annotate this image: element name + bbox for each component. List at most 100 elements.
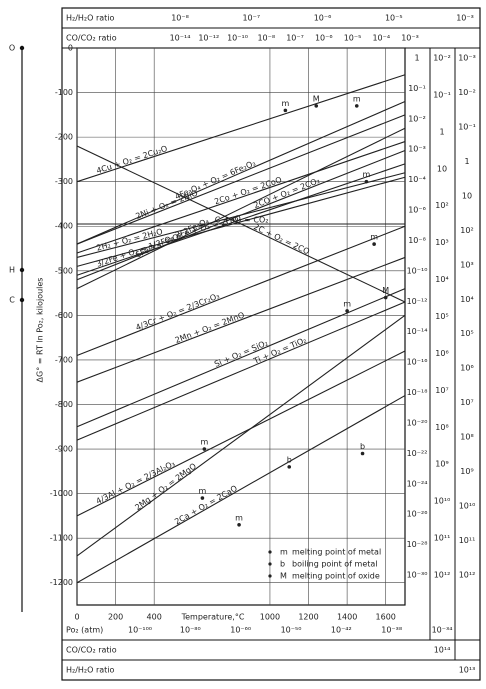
scale-label: 10⁻¹² — [198, 34, 219, 43]
right-scale-label: 10⁻²² — [407, 449, 428, 458]
right-scale-label: 1 — [464, 157, 469, 166]
x-tick-label: 400 — [147, 613, 162, 622]
right-scale-label: 10³ — [460, 260, 473, 269]
point-marker — [360, 451, 365, 456]
left-point — [19, 45, 25, 51]
scale-label: 10⁻⁴² — [331, 626, 352, 635]
point-label: m — [370, 233, 378, 242]
x-tick-label: 1600 — [376, 613, 396, 622]
right-scale-label: 10⁻²⁶ — [407, 510, 428, 519]
y-tick-label: -600 — [55, 311, 73, 320]
point-marker — [314, 104, 319, 108]
right-scale-label: 10⁻² — [458, 88, 476, 97]
right-scale-label: 10⁻¹⁸ — [407, 388, 428, 397]
legend-symbol: m — [280, 548, 288, 557]
point-marker — [283, 108, 288, 113]
right-scale-label: 10⁻³ — [458, 54, 476, 63]
scale-label: 10¹³ — [459, 666, 476, 675]
scale-label: 10⁻⁷ — [286, 34, 304, 43]
right-scale-label: 10⁸ — [460, 433, 473, 442]
right-scale-label: 10⁻¹ — [408, 84, 426, 93]
point-label: m — [281, 99, 289, 108]
legend-text: melting point of oxide — [292, 572, 380, 581]
point-label: m — [200, 438, 208, 447]
point-marker — [202, 447, 207, 451]
right-scale-label: 10⁻¹⁶ — [407, 358, 428, 367]
point-label: m — [235, 513, 243, 522]
scale-label: 10⁻³⁸ — [381, 626, 402, 635]
x-tick-label: 1200 — [298, 613, 318, 622]
scale-label: 10¹⁴ — [434, 646, 451, 655]
right-scale-label: 10¹¹ — [459, 536, 476, 545]
y-tick-label: -300 — [55, 177, 73, 186]
series-line — [76, 127, 406, 290]
right-scale-label: 10⁴ — [460, 295, 473, 304]
point-label: b — [360, 442, 365, 451]
scale-label: 10⁻⁶ — [314, 14, 332, 23]
line-label: C + O₂ = CO₂ — [215, 216, 269, 225]
y-tick-label: -900 — [55, 445, 73, 454]
right-scale-label: 10⁻²⁸ — [407, 540, 428, 549]
right-scale-label: 10⁶ — [460, 364, 473, 373]
left-point — [19, 297, 25, 303]
legend-text: melting point of metal — [292, 548, 381, 557]
point-label: b — [287, 455, 292, 464]
left-point — [19, 267, 25, 273]
legend-dot — [268, 574, 272, 578]
right-scale-label: 10¹² — [459, 571, 476, 580]
right-scale-label: 10⁻²⁰ — [407, 418, 428, 427]
y-tick-label: -800 — [55, 400, 73, 409]
right-scale-label: 10⁻¹² — [407, 297, 428, 306]
y-axis-label: ΔG° = RT ln Po₂, kilojoules — [36, 278, 45, 383]
series-line — [76, 288, 406, 428]
y-tick-label: -700 — [55, 355, 73, 364]
x-tick-label: 0 — [74, 613, 79, 622]
point-marker — [237, 522, 241, 527]
right-scale-label: 10¹⁰ — [459, 502, 476, 511]
left-point-label: O — [9, 44, 15, 53]
point-marker — [287, 465, 292, 469]
right-scale-label: 10⁷ — [460, 398, 473, 407]
right-scale-label: 10 — [462, 191, 472, 200]
right-scale-label: 10⁻⁶ — [408, 206, 426, 215]
scale-label: 10⁻⁴ — [372, 34, 390, 43]
series-line — [76, 314, 406, 557]
x-tick-label: 1000 — [260, 613, 280, 622]
scale-title: H₂/H₂O ratio — [66, 666, 115, 675]
series-line — [76, 74, 406, 183]
scale-label: 10⁻³ — [401, 34, 419, 43]
right-scale-label: 10⁹ — [435, 460, 448, 469]
point-marker — [345, 309, 349, 313]
right-scale-label: 10⁴ — [435, 275, 448, 284]
x-axis-label: Temperature,°C — [181, 613, 245, 622]
scale-label: 10⁻⁷ — [242, 14, 260, 23]
point-label: M — [313, 94, 320, 103]
x-tick-label: 1400 — [337, 613, 357, 622]
series-line — [76, 225, 406, 356]
series-line — [76, 141, 406, 254]
right-scale-label: 10 — [437, 164, 447, 173]
point-label: m — [353, 94, 361, 103]
series-line — [76, 172, 406, 258]
scale-label: 10⁻⁶⁰ — [230, 626, 251, 635]
series-line — [76, 163, 406, 276]
y-tick-label: -100 — [55, 88, 73, 97]
right-scale-label: 10⁵ — [435, 312, 448, 321]
scale-label: 10⁻¹⁰ — [227, 34, 248, 43]
right-scale-label: 10⁻¹⁰ — [407, 266, 428, 275]
outer-frame — [61, 7, 481, 681]
right-scale-label: 10³ — [435, 238, 448, 247]
right-scale-label: 1 — [439, 127, 444, 136]
point-marker — [383, 295, 388, 300]
right-scale-label: 10⁻² — [433, 54, 451, 63]
scale-label: 10⁻⁵ — [385, 14, 403, 23]
point-marker — [354, 104, 359, 108]
series-line — [76, 114, 406, 245]
legend-symbol: M — [280, 572, 287, 581]
y-tick-label: -500 — [55, 266, 73, 275]
y-tick-label: -1100 — [50, 534, 73, 543]
y-tick-label: -1000 — [50, 489, 73, 498]
legend-dot — [268, 562, 272, 566]
series-line — [76, 256, 406, 383]
